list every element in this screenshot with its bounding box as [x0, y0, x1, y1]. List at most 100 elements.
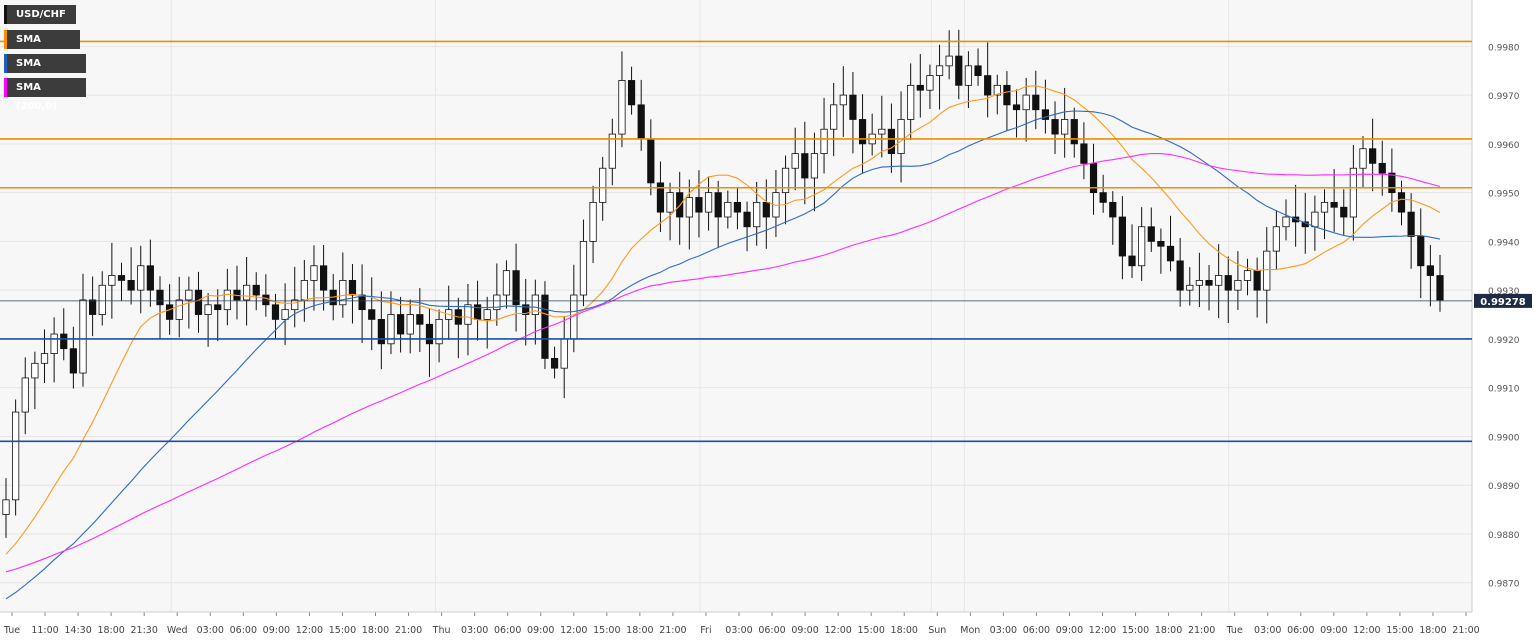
y-tick-label: 0.9870 [1488, 580, 1520, 590]
x-tick-label: 14:30 [64, 625, 91, 636]
candle-body [146, 265, 154, 291]
y-tick-label: 0.9940 [1488, 238, 1520, 248]
candle-body [108, 275, 116, 286]
candle-body [1080, 143, 1088, 164]
x-tick-label: 06:00 [758, 625, 785, 636]
candle-body [897, 119, 905, 155]
candle-body [1436, 275, 1444, 301]
x-tick-label: 06:00 [1023, 625, 1050, 636]
x-tick-label: 03:00 [1254, 625, 1281, 636]
x-tick-label: 03:00 [990, 625, 1017, 636]
x-tick-label: 12:00 [824, 625, 851, 636]
candle-body [926, 75, 934, 91]
y-tick-label: 0.9920 [1488, 336, 1520, 346]
candle-body [964, 65, 973, 86]
candle-body [1340, 206, 1348, 218]
candle-body [243, 284, 251, 301]
candle-body [1166, 245, 1175, 262]
candle-body [291, 299, 299, 311]
symbol-text: USD/CHF [16, 9, 66, 20]
x-tick-label: 18:00 [626, 625, 653, 636]
candle-body [627, 80, 636, 106]
candle-body [79, 299, 87, 374]
candle-body [300, 279, 308, 301]
candle-body [1138, 226, 1146, 267]
x-tick-label: 03:00 [197, 625, 224, 636]
candle-body [589, 201, 597, 242]
candle-body [550, 358, 559, 369]
candle-body [425, 323, 434, 345]
candle-body [387, 314, 395, 345]
legend-sma-100: SMA (100,0) [4, 54, 86, 88]
candle-body [310, 265, 318, 281]
candle-body [1070, 119, 1078, 145]
candle-body [1369, 148, 1377, 164]
candle-body [810, 153, 819, 179]
y-tick-label: 0.9950 [1488, 190, 1520, 200]
candle-body [512, 270, 520, 306]
y-tick-label: 0.9880 [1488, 531, 1520, 541]
candle-body [319, 265, 328, 291]
candle-body [1176, 260, 1184, 291]
x-tick-label: Sun [928, 625, 946, 636]
candle-body [1272, 226, 1280, 252]
candle-body [647, 138, 655, 184]
x-tick-label: 09:00 [791, 625, 818, 636]
candle-body [878, 128, 886, 135]
x-tick-label: 21:00 [395, 625, 422, 636]
x-tick-label: 15:00 [329, 625, 356, 636]
candle-body [194, 289, 203, 315]
candle-body [1061, 119, 1069, 135]
candle-body [1407, 211, 1415, 237]
candle-body [724, 201, 732, 218]
x-tick-label: 09:00 [1320, 625, 1347, 636]
current-price-label: 0.99278 [1480, 297, 1526, 308]
candle-body [791, 153, 799, 169]
x-tick-label: Fri [700, 625, 711, 636]
candle-body [1397, 192, 1406, 213]
candle-body [1051, 119, 1059, 135]
candle-body [858, 119, 867, 145]
candle-body [935, 65, 944, 76]
candle-body [839, 94, 847, 106]
candle-body [974, 65, 982, 76]
candle-body [993, 84, 1001, 96]
candle-body [1243, 270, 1252, 281]
candle-body [1263, 250, 1271, 291]
candle-body [1311, 211, 1319, 228]
candle-body [348, 279, 357, 296]
sma-50-swatch [4, 30, 7, 49]
x-tick-label: 21:00 [659, 625, 686, 636]
candle-body [695, 197, 703, 213]
candle-body [1205, 279, 1213, 286]
x-tick-label: Tue [1226, 625, 1243, 636]
candle-body [656, 182, 665, 213]
x-tick-label: 06:00 [1287, 625, 1314, 636]
candle-body [416, 314, 424, 325]
candle-body [166, 304, 174, 320]
candle-body [733, 201, 742, 213]
candle-body [1359, 148, 1367, 169]
candle-body [1388, 172, 1396, 194]
candle-body [483, 309, 491, 320]
candle-body [916, 84, 924, 91]
candle-body [753, 201, 761, 228]
x-tick-label: 21:30 [130, 625, 157, 636]
sma-100-line [5, 110, 1441, 600]
candle-body [984, 75, 992, 96]
x-tick-label: 15:00 [1122, 625, 1149, 636]
x-tick-label: 09:00 [527, 625, 554, 636]
candle-body [1128, 255, 1136, 267]
candle-body [1234, 279, 1242, 291]
candle-body [1349, 167, 1357, 218]
price-axis-background [1472, 0, 1536, 641]
candle-body [1426, 265, 1434, 276]
legend-sma-200-label: SMA (200,0) [16, 82, 57, 112]
candle-body [60, 333, 68, 350]
symbol-label: USD/CHF [4, 5, 76, 24]
candle-body [1099, 192, 1107, 203]
candle-body [1224, 275, 1232, 291]
x-tick-label: 15:00 [857, 625, 884, 636]
